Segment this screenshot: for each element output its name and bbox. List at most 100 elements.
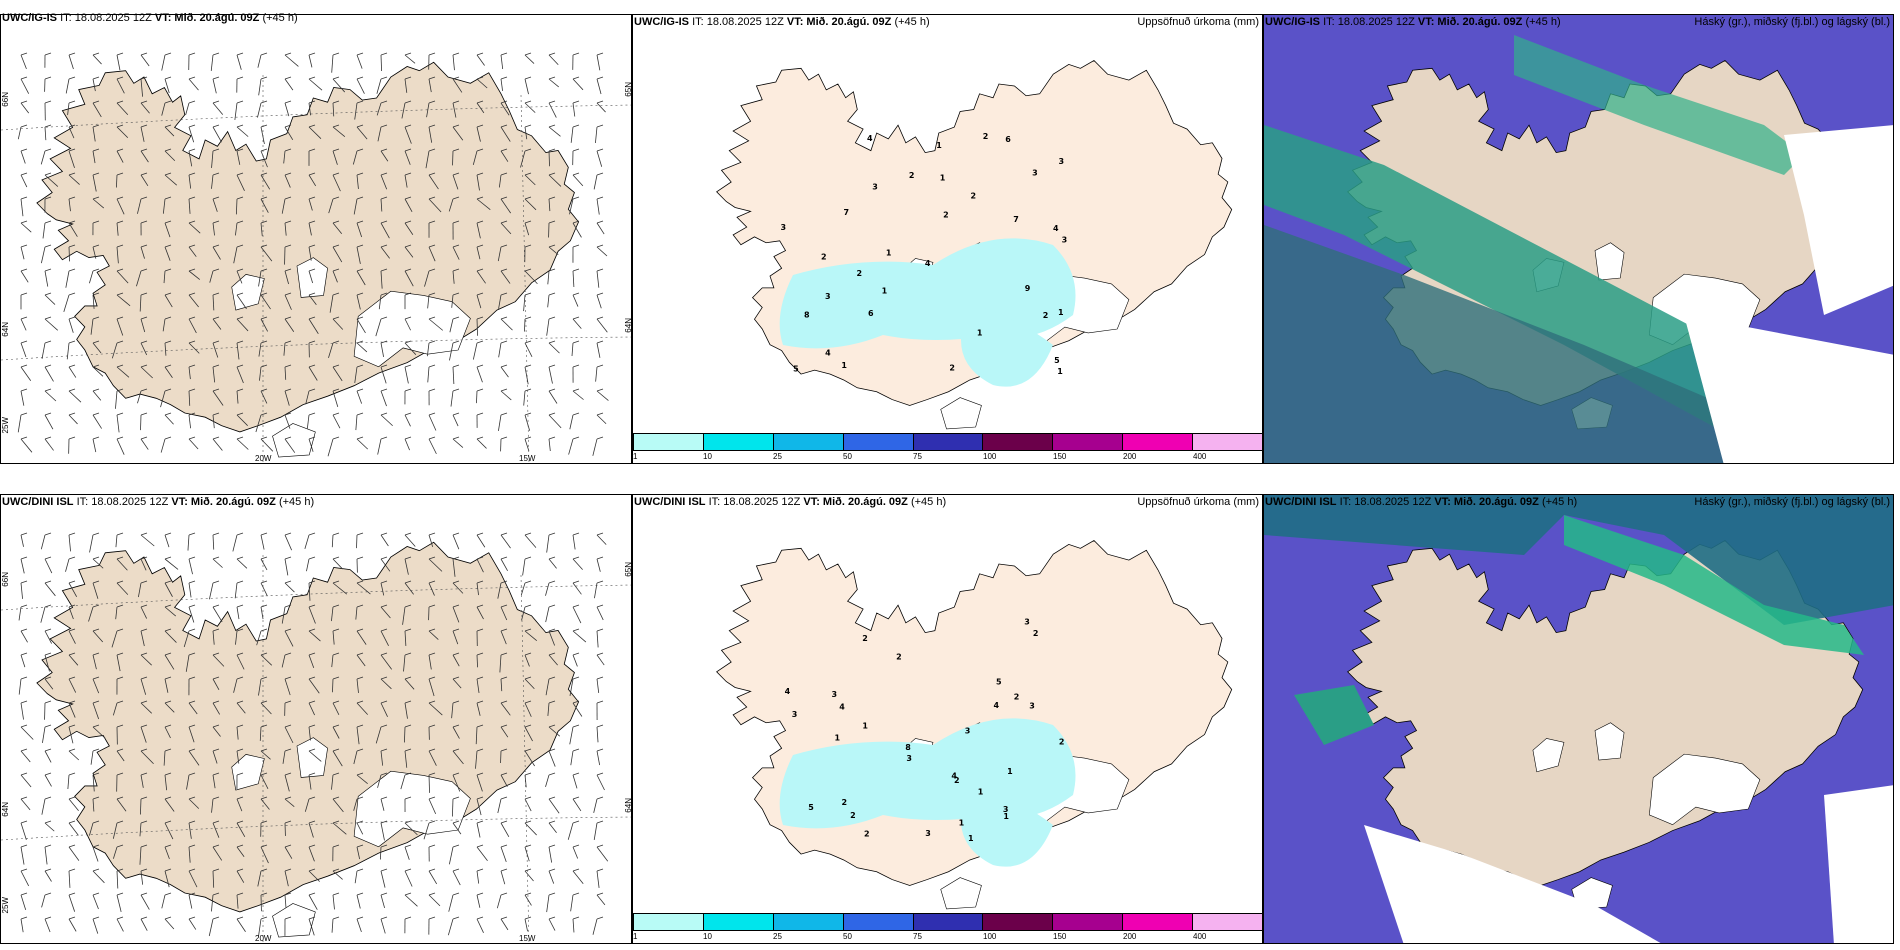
wind-barb-flag [356, 244, 364, 248]
wind-barb [20, 54, 27, 70]
wind-barb-flag [356, 292, 364, 296]
wind-barb [20, 102, 30, 114]
wind-barb [136, 270, 142, 287]
wind-barb-flag [164, 196, 172, 200]
wind-barb [236, 870, 245, 883]
wind-barb [380, 270, 383, 289]
wind-barb-flag [164, 100, 172, 104]
wind-barb [452, 270, 455, 284]
wind-barb-flag [548, 916, 556, 920]
wind-barb-flag [260, 412, 268, 416]
wind-barb-flag [500, 748, 508, 752]
wind-barb [452, 606, 460, 623]
wind-barb-flag [452, 436, 460, 440]
wind-barb [500, 222, 512, 235]
wind-barb-flag [332, 196, 340, 200]
wind-barb-flag [44, 652, 52, 656]
wind-barb [352, 150, 358, 165]
wind-barb [546, 318, 550, 336]
wind-barb [500, 390, 512, 401]
wind-barb [404, 78, 408, 93]
wind-barb [596, 198, 600, 215]
wind-barb-flag [452, 340, 460, 344]
wind-barb [188, 894, 193, 909]
colorbar-tick-label: 150 [1053, 452, 1067, 461]
wind-barb-flag [140, 364, 148, 368]
wind-barb [428, 558, 443, 572]
wind-barb-flag [260, 868, 268, 872]
wind-barb-flag [524, 76, 532, 80]
wind-barb-flag [68, 172, 76, 176]
wind-barb [596, 846, 609, 862]
wind-barb-flag [20, 316, 28, 320]
wind-barb-flag [164, 340, 172, 344]
wind-barb [332, 726, 340, 739]
lat-label-65-top: 65N [624, 82, 633, 97]
wind-barb [140, 702, 153, 714]
wind-barb-flag [212, 532, 220, 536]
wind-barb-flag [116, 604, 124, 608]
wind-barb [163, 750, 166, 766]
wind-barb [404, 270, 414, 287]
wind-barb [380, 678, 392, 690]
wind-barb [92, 582, 99, 599]
wind-barb-flag [452, 292, 460, 296]
wind-barb-flag [428, 196, 436, 200]
wind-barb [281, 654, 286, 668]
wind-barb [476, 294, 482, 309]
wind-barb [308, 270, 314, 284]
wind-barb [40, 534, 46, 550]
wind-barb-flag [308, 820, 316, 824]
wind-barb [115, 534, 118, 548]
wind-barb-flag [308, 124, 316, 128]
wind-barb [548, 126, 561, 137]
wind-barb-flag [260, 628, 268, 632]
wind-barb [92, 726, 106, 739]
wind-barb-flag [572, 532, 580, 536]
wind-barb [570, 126, 574, 143]
wind-barb [284, 366, 287, 380]
wind-barb-flag [212, 580, 220, 584]
wind-barb [353, 198, 358, 215]
wind-barb-flag [380, 652, 388, 656]
wind-barb-flag [428, 244, 436, 248]
wind-barb-flag [356, 268, 364, 272]
wind-barb-flag [572, 244, 580, 248]
wind-barb [284, 126, 294, 141]
wind-barb-flag [548, 628, 556, 632]
wind-barb-flag [452, 220, 460, 224]
wind-barb [140, 558, 147, 571]
wind-barb-flag [20, 532, 28, 536]
wind-barb [548, 438, 551, 452]
wind-barb [188, 174, 192, 189]
wind-barb-flag [452, 748, 460, 752]
wind-barb-flag [68, 340, 76, 344]
wind-barb [404, 198, 413, 212]
wind-barb-flag [452, 556, 460, 560]
wind-barb-flag [500, 340, 508, 344]
precip-value-label: 8 [804, 310, 810, 319]
wind-barb-flag [44, 340, 52, 344]
wind-barb [500, 822, 510, 838]
wind-barb [498, 294, 502, 309]
wind-barb-flag [92, 340, 100, 344]
wind-barb [211, 798, 214, 813]
wind-barb-flag [356, 52, 364, 56]
wind-barb-flag [188, 220, 196, 224]
glacier-outline [1649, 753, 1761, 826]
wind-barb [188, 246, 197, 257]
wind-barb [68, 894, 76, 912]
precip-value-label: 5 [793, 365, 799, 374]
wind-barb-flag [308, 628, 316, 632]
wind-barb-flag [356, 124, 364, 128]
wind-barb-flag [188, 868, 196, 872]
wind-barb [452, 534, 460, 550]
wind-barb-flag [116, 172, 124, 176]
wind-barb-flag [68, 364, 76, 368]
wind-barb [428, 534, 434, 547]
wind-barb-flag [44, 532, 52, 536]
wind-barb-flag [92, 268, 100, 272]
wind-barb-flag [380, 724, 388, 728]
wind-barb-flag [572, 652, 580, 656]
wind-barb [595, 366, 598, 382]
